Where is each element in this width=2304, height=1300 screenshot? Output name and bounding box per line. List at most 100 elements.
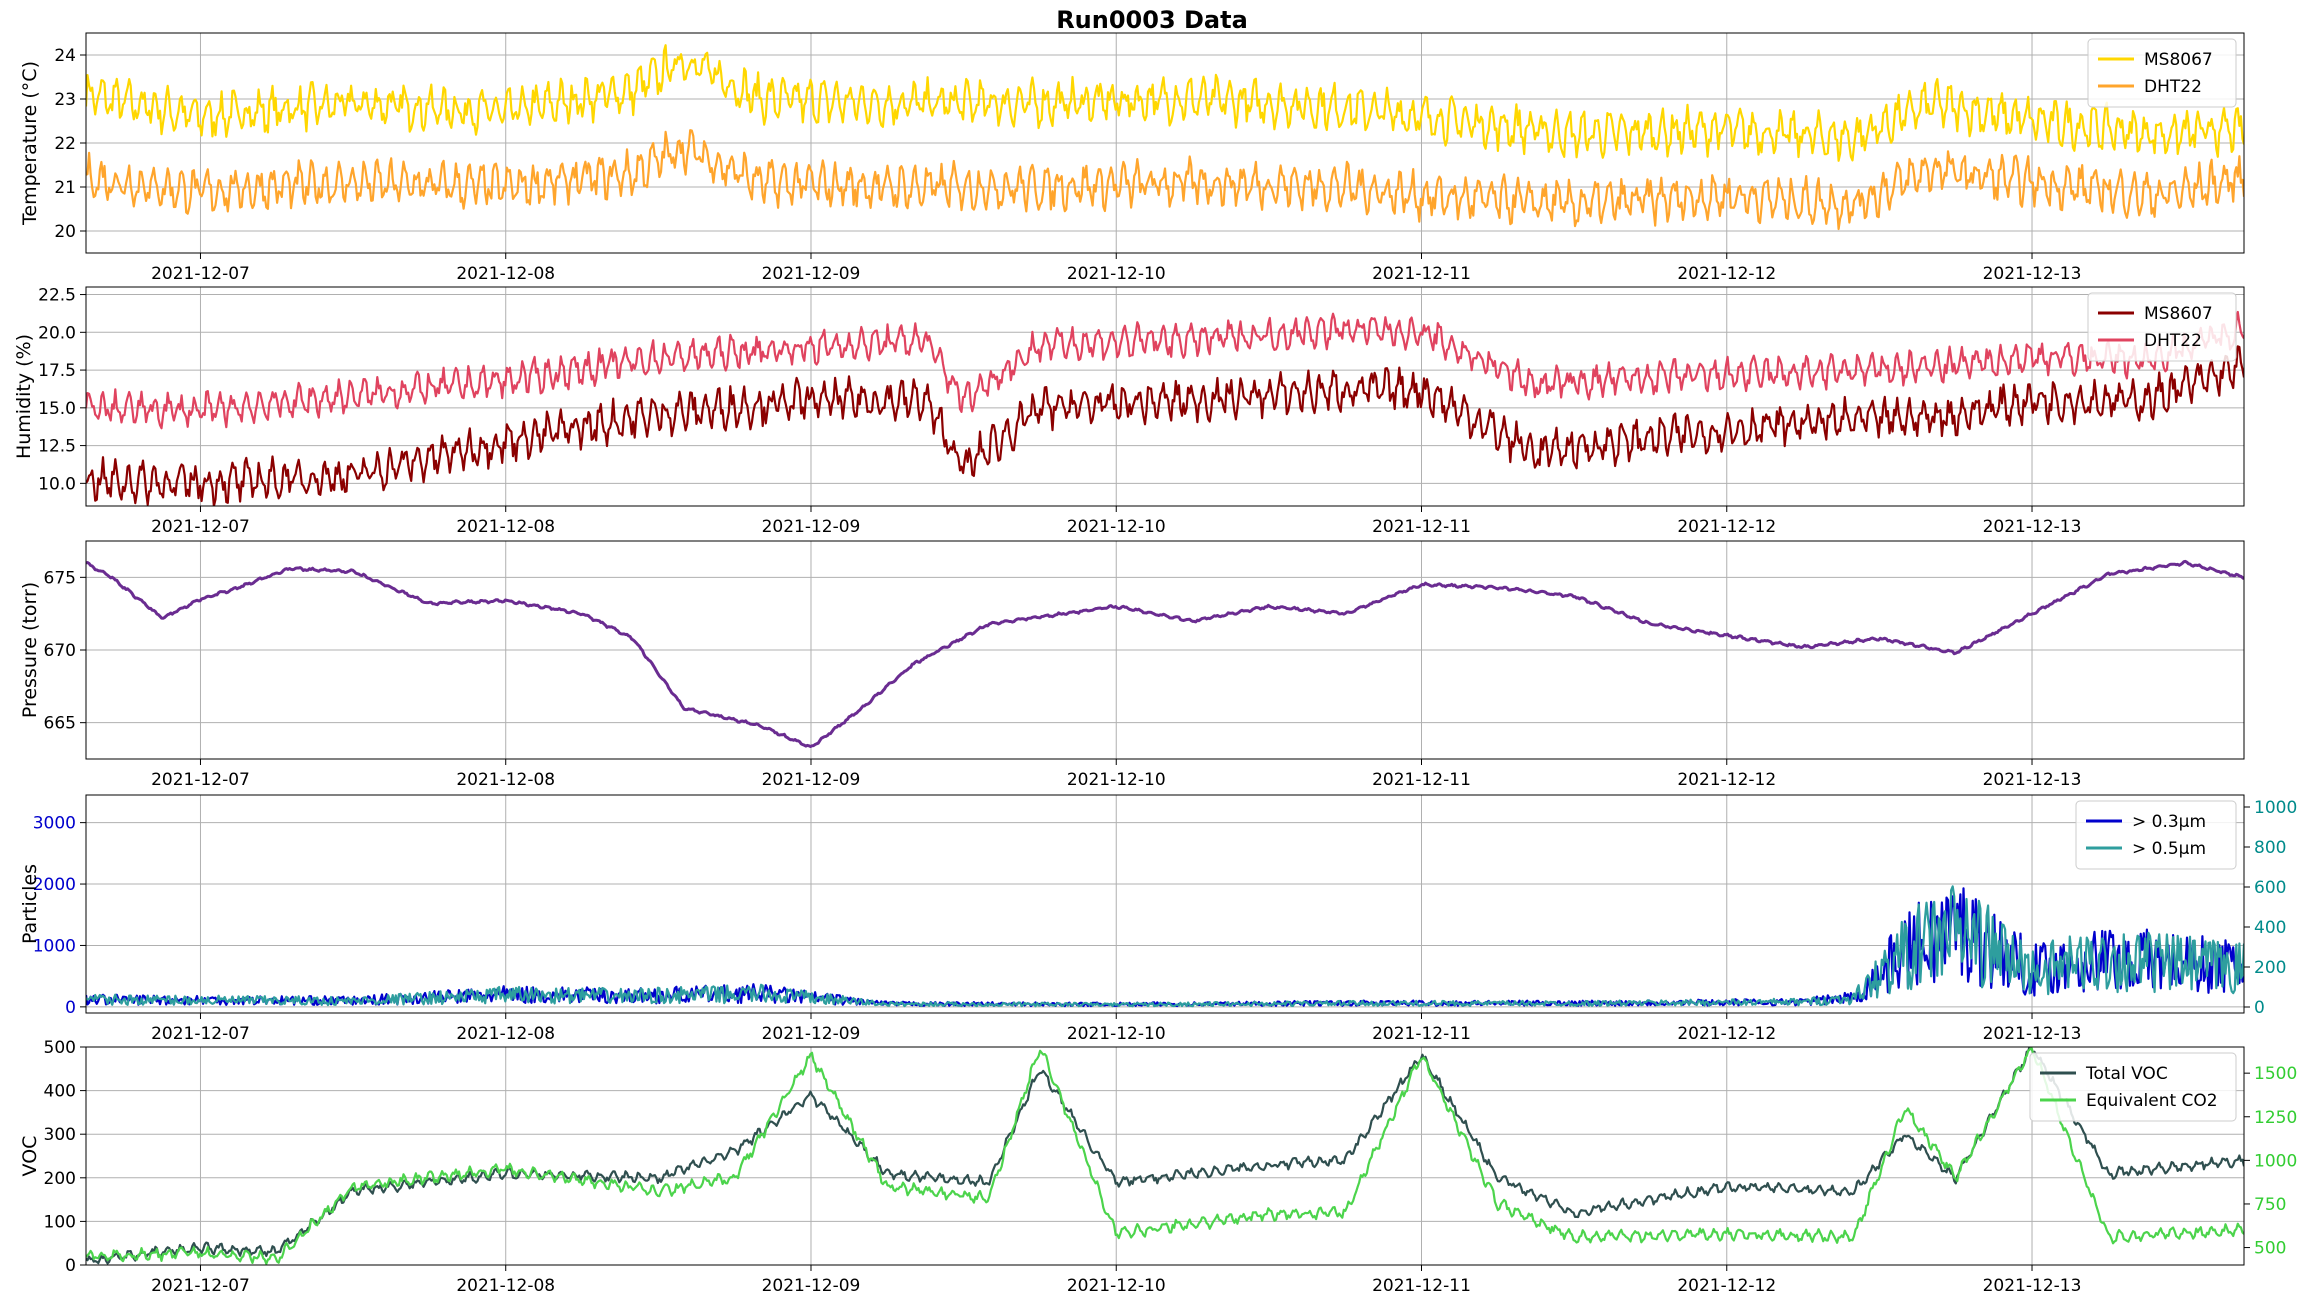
series-line-1 xyxy=(86,1047,2244,1265)
series-line-2 xyxy=(86,129,2244,231)
x-tick-label: 2021-12-10 xyxy=(1067,264,1166,284)
x-tick-label: 2021-12-11 xyxy=(1372,1276,1471,1296)
y-axis-label: Particles xyxy=(19,864,41,944)
y-tick-label: 0 xyxy=(65,1256,76,1276)
figure-title: Run0003 Data xyxy=(1056,6,1248,34)
legend-box xyxy=(2087,38,2237,108)
y-tick-label: 10.0 xyxy=(38,474,76,494)
y-tick-label: 21 xyxy=(54,178,76,198)
y-tick-label: 675 xyxy=(44,568,76,588)
y-axis-label: Pressure (torr) xyxy=(19,582,41,718)
panel-2: 2021-12-07 2021-12-08 2021-12-09 2021-12-10… xyxy=(13,286,2245,537)
y2-tick-label: 750 xyxy=(2254,1195,2286,1215)
y-tick-label: 20.0 xyxy=(38,323,76,343)
x-tick-label: 2021-12-08 xyxy=(456,1276,555,1296)
x-tick-label: 2021-12-11 xyxy=(1372,1024,1471,1044)
y-tick-label: 670 xyxy=(44,641,76,661)
x-tick-label: 2021-12-07 xyxy=(151,1276,250,1296)
y2-tick-label: 400 xyxy=(2254,918,2286,938)
series-group xyxy=(86,1047,2244,1265)
legend-label: MS8067 xyxy=(2144,50,2213,70)
y-axis-label: Humidity (%) xyxy=(13,334,35,459)
axes-frame xyxy=(85,32,2245,254)
x-tick-label: 2021-12-13 xyxy=(1983,770,2082,790)
x-tick-label: 2021-12-08 xyxy=(456,1024,555,1044)
x-tick-label: 2021-12-11 xyxy=(1372,264,1471,284)
y-tick-label: 22.5 xyxy=(38,286,76,306)
x-tick-label: 2021-12-09 xyxy=(762,517,861,537)
legend: > 0.3μm > 0.5μm xyxy=(2075,800,2237,870)
y2-tick-label: 0 xyxy=(2254,998,2265,1018)
y-tick-label: 3000 xyxy=(33,814,76,834)
panel-4: 2021-12-07 2021-12-08 2021-12-09 2021-12-10… xyxy=(19,794,2297,1044)
y-tick-label: 23 xyxy=(54,90,76,110)
x-tick-label: 2021-12-09 xyxy=(762,770,861,790)
y2-tick-label: 1000 xyxy=(2254,1151,2297,1171)
axes-frame xyxy=(85,1046,2245,1266)
x-tick-label: 2021-12-07 xyxy=(151,517,250,537)
x-tick-label: 2021-12-13 xyxy=(1983,517,2082,537)
y-tick-label: 22 xyxy=(54,134,76,154)
y-tick-label: 12.5 xyxy=(38,437,76,457)
legend: MS8067 DHT22 xyxy=(2087,38,2237,108)
panel-3: 2021-12-07 2021-12-08 2021-12-09 2021-12-10… xyxy=(19,540,2245,790)
y-tick-label: 665 xyxy=(44,714,76,734)
legend-label: MS8607 xyxy=(2144,304,2213,324)
series-group xyxy=(86,559,2244,748)
x-tick-label: 2021-12-09 xyxy=(762,1024,861,1044)
x-tick-label: 2021-12-11 xyxy=(1372,770,1471,790)
y-tick-label: 24 xyxy=(54,46,76,66)
y-tick-label: 300 xyxy=(44,1125,76,1145)
x-tick-label: 2021-12-13 xyxy=(1983,264,2082,284)
panel-5: 2021-12-07 2021-12-08 2021-12-09 2021-12-10… xyxy=(19,1038,2297,1296)
axes-frame xyxy=(85,540,2245,760)
y2-tick-label: 500 xyxy=(2254,1239,2286,1259)
series-line-2 xyxy=(86,885,2244,1008)
y2-tick-label: 200 xyxy=(2254,958,2286,978)
y-tick-label: 2000 xyxy=(33,875,76,895)
legend-box xyxy=(2029,1052,2237,1122)
series-line-1 xyxy=(86,559,2244,748)
y2-tick-label: 1500 xyxy=(2254,1064,2297,1084)
legend-box xyxy=(2087,292,2237,362)
y-tick-label: 200 xyxy=(44,1169,76,1189)
x-tick-label: 2021-12-09 xyxy=(762,1276,861,1296)
x-tick-label: 2021-12-07 xyxy=(151,1024,250,1044)
legend-label: DHT22 xyxy=(2144,331,2202,351)
axes-frame xyxy=(85,794,2245,1014)
x-tick-label: 2021-12-12 xyxy=(1677,1024,1776,1044)
series-group xyxy=(86,885,2244,1008)
legend-label: Equivalent CO2 xyxy=(2086,1091,2218,1111)
y-tick-label: 15.0 xyxy=(38,399,76,419)
y-tick-label: 0 xyxy=(65,998,76,1018)
panel-1: 2021-12-07 2021-12-08 2021-12-09 2021-12-10… xyxy=(19,32,2245,284)
x-tick-label: 2021-12-10 xyxy=(1067,517,1166,537)
series-line-2 xyxy=(86,1047,2244,1265)
legend-label: > 0.3μm xyxy=(2132,812,2206,832)
x-tick-label: 2021-12-12 xyxy=(1677,264,1776,284)
y-tick-label: 100 xyxy=(44,1212,76,1232)
x-tick-label: 2021-12-12 xyxy=(1677,1276,1776,1296)
x-tick-label: 2021-12-13 xyxy=(1983,1024,2082,1044)
x-tick-label: 2021-12-12 xyxy=(1677,517,1776,537)
x-tick-label: 2021-12-08 xyxy=(456,517,555,537)
legend: MS8607 DHT22 xyxy=(2087,292,2237,362)
x-tick-label: 2021-12-10 xyxy=(1067,1276,1166,1296)
x-tick-label: 2021-12-10 xyxy=(1067,770,1166,790)
legend: Total VOC Equivalent CO2 xyxy=(2029,1052,2237,1122)
x-tick-label: 2021-12-12 xyxy=(1677,770,1776,790)
x-tick-label: 2021-12-07 xyxy=(151,770,250,790)
y-tick-label: 400 xyxy=(44,1082,76,1102)
series-line-1 xyxy=(86,44,2244,162)
y-tick-label: 20 xyxy=(54,222,76,242)
y-axis-label: Temperature (°C) xyxy=(19,61,41,226)
y2-tick-label: 600 xyxy=(2254,878,2286,898)
legend-label: DHT22 xyxy=(2144,77,2202,97)
x-tick-label: 2021-12-09 xyxy=(762,264,861,284)
x-tick-label: 2021-12-13 xyxy=(1983,1276,2082,1296)
x-tick-label: 2021-12-11 xyxy=(1372,517,1471,537)
y2-tick-label: 800 xyxy=(2254,838,2286,858)
y2-tick-label: 1000 xyxy=(2254,798,2297,818)
